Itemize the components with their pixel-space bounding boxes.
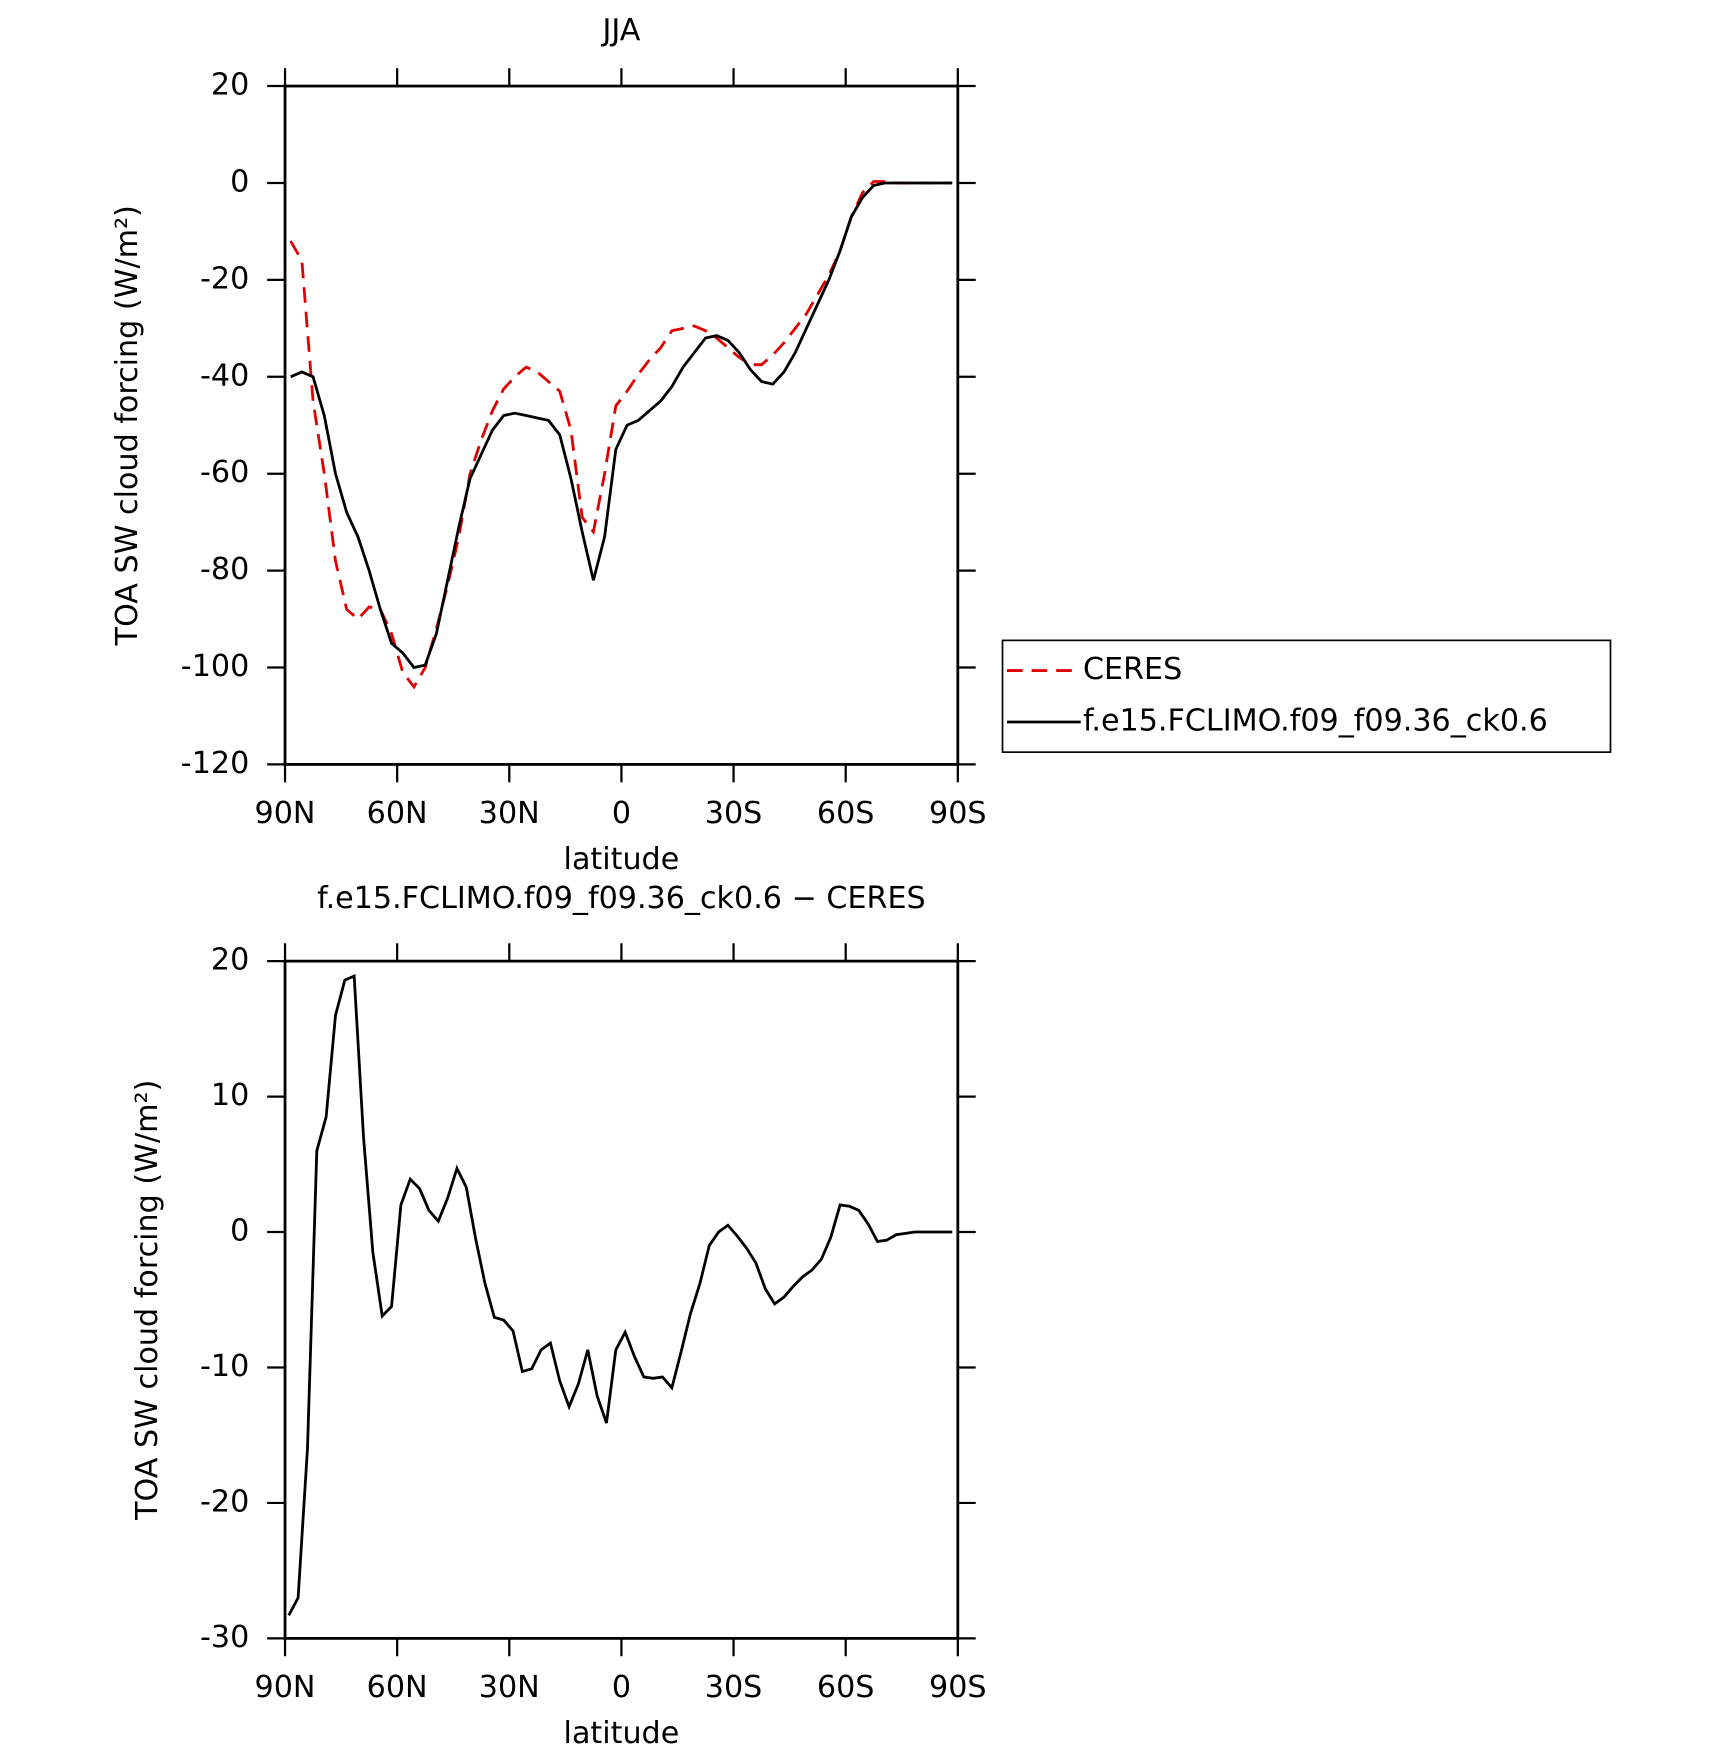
y-tick-label: -10: [200, 1349, 249, 1384]
x-tick-label: 90S: [929, 796, 987, 831]
data-line: [290, 181, 953, 670]
chart-title: JJA: [600, 13, 640, 48]
plot-frame: [283, 84, 960, 766]
x-tick-label: 60N: [367, 1670, 428, 1705]
x-tick-label: 30N: [479, 1670, 540, 1705]
x-tick-label: 90S: [929, 1670, 987, 1705]
x-tick-label: 30S: [705, 1670, 763, 1705]
x-tick-label: 0: [612, 1670, 631, 1705]
legend-label: f.e15.FCLIMO.f09_f09.36_ck0.6: [1083, 703, 1548, 738]
legend-box: [1001, 639, 1612, 753]
y-tick-label: -120: [181, 746, 249, 781]
y-tick-label: 0: [230, 164, 249, 199]
data-line: [287, 973, 953, 1617]
x-tick-label: 60S: [817, 796, 875, 831]
x-tick-label: 30N: [479, 796, 540, 831]
y-tick-label: 10: [211, 1078, 249, 1113]
y-tick-label: -20: [200, 1484, 249, 1519]
plot-frame: [283, 959, 960, 1640]
x-tick-label: 0: [612, 796, 631, 831]
legend-label: CERES: [1083, 652, 1182, 687]
y-tick-label: 20: [211, 943, 249, 978]
x-axis-label: latitude: [564, 1716, 680, 1745]
y-tick-label: -80: [200, 552, 249, 587]
x-axis-label: latitude: [564, 842, 680, 877]
x-tick-label: 90N: [255, 1670, 316, 1705]
y-tick-label: 0: [230, 1214, 249, 1249]
y-tick-label: -60: [200, 455, 249, 490]
x-tick-label: 60N: [367, 796, 428, 831]
y-tick-label: -100: [181, 649, 249, 684]
x-tick-label: 60S: [817, 1670, 875, 1705]
x-tick-label: 30S: [705, 796, 763, 831]
y-tick-label: -30: [200, 1620, 249, 1655]
y-tick-label: 20: [211, 68, 249, 103]
y-axis-label: TOA SW cloud forcing (W/m²): [130, 1080, 165, 1521]
chart-title: f.e15.FCLIMO.f09_f09.36_ck0.6 − CERES: [317, 881, 926, 916]
y-axis-label: TOA SW cloud forcing (W/m²): [110, 205, 145, 646]
y-tick-label: -20: [200, 261, 249, 296]
y-tick-label: -40: [200, 358, 249, 393]
x-tick-label: 90N: [255, 796, 316, 831]
